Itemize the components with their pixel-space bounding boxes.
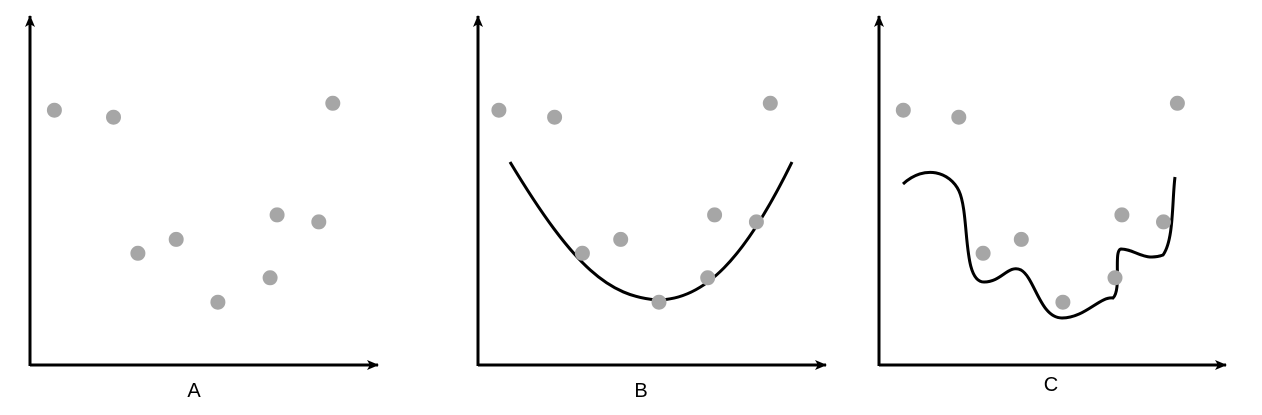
data-point bbox=[951, 109, 967, 125]
data-point bbox=[269, 207, 285, 223]
panel-a-points bbox=[46, 95, 341, 310]
data-point bbox=[106, 109, 121, 125]
data-point bbox=[651, 294, 667, 310]
data-point bbox=[707, 207, 723, 223]
data-point bbox=[311, 214, 327, 230]
data-point bbox=[748, 214, 764, 230]
panel-a: A bbox=[25, 15, 379, 402]
panel-c: C bbox=[874, 15, 1227, 396]
data-point bbox=[168, 231, 184, 247]
data-point bbox=[700, 270, 716, 286]
data-point bbox=[1156, 214, 1171, 230]
panel-b-fit-curve bbox=[508, 161, 794, 302]
data-point bbox=[262, 270, 278, 286]
data-point bbox=[895, 102, 911, 118]
data-point bbox=[1013, 231, 1029, 247]
panel-b-points bbox=[491, 95, 778, 310]
data-point bbox=[325, 95, 341, 111]
panel-b-label: B bbox=[634, 380, 647, 402]
data-point bbox=[491, 102, 507, 118]
data-point bbox=[1107, 270, 1123, 286]
data-point bbox=[547, 109, 563, 125]
data-point bbox=[613, 231, 629, 247]
data-point bbox=[1055, 294, 1071, 310]
data-point bbox=[762, 95, 778, 111]
data-point bbox=[130, 245, 146, 261]
panel-a-label: A bbox=[187, 380, 201, 402]
panel-c-fit-curve bbox=[901, 170, 1177, 320]
data-point bbox=[46, 102, 62, 118]
panel-c-label: C bbox=[1044, 374, 1058, 396]
data-point bbox=[210, 294, 226, 310]
data-point bbox=[1114, 207, 1130, 223]
panel-c-points bbox=[895, 95, 1185, 310]
data-point bbox=[1169, 95, 1185, 111]
data-point bbox=[975, 245, 991, 261]
data-point bbox=[574, 245, 590, 261]
panel-b: B bbox=[473, 15, 827, 402]
